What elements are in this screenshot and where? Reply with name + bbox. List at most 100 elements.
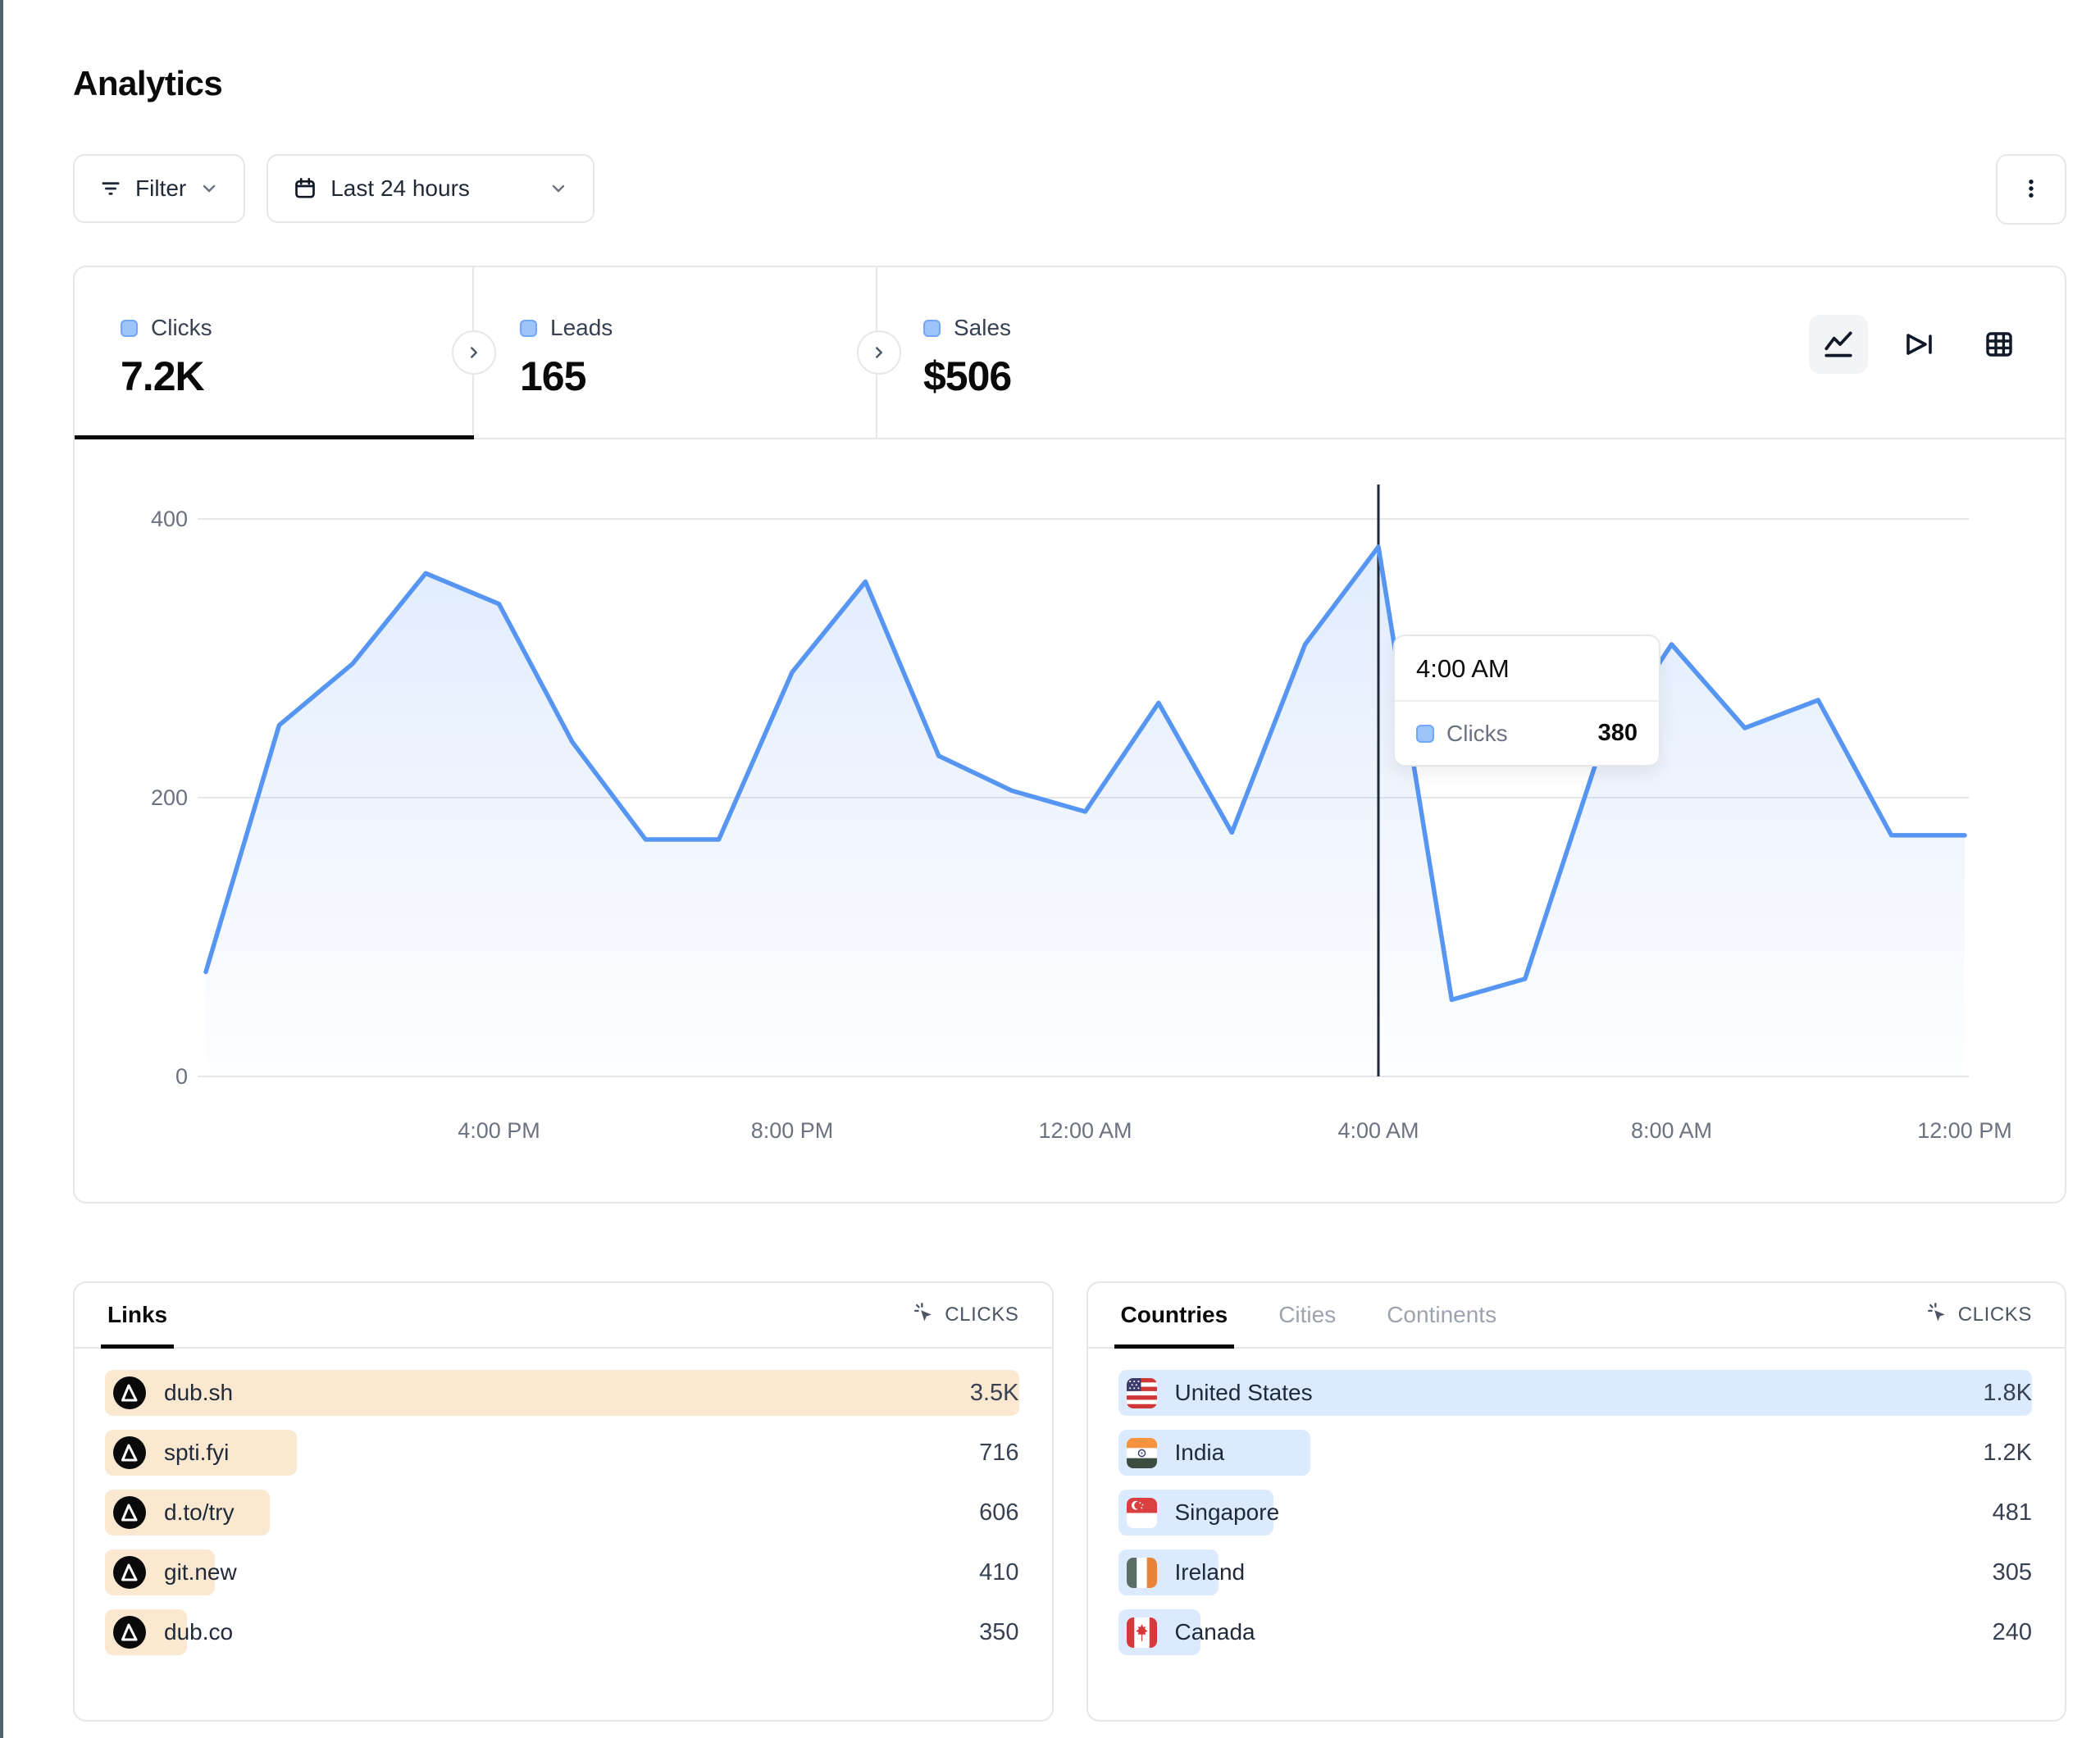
stat-tab-leads[interactable]: Leads 165 xyxy=(474,267,877,438)
cursor-click-icon xyxy=(1925,1301,1948,1330)
stat-value: 165 xyxy=(520,353,586,399)
stat-value: $506 xyxy=(923,353,1012,399)
clicks-legend-swatch xyxy=(1416,724,1434,743)
filter-button[interactable]: Filter xyxy=(73,154,246,223)
row-value: 3.5K xyxy=(969,1379,1019,1406)
dub-favicon xyxy=(113,1556,146,1589)
flag-icon-sg xyxy=(1126,1497,1157,1528)
clicks-series-line xyxy=(203,544,1967,1003)
row-label: git.new xyxy=(164,1559,237,1585)
country-row-united-states[interactable]: United States 1.8K xyxy=(1118,1370,2032,1416)
flag-icon-ca xyxy=(1126,1617,1157,1648)
row-label: spti.fyi xyxy=(164,1440,230,1465)
dub-favicon xyxy=(113,1376,146,1409)
x-axis-label: 12:00 PM xyxy=(1917,1118,2012,1143)
row-label: Ireland xyxy=(1174,1559,1246,1585)
row-value: 481 xyxy=(1992,1499,2032,1526)
flag-icon-us xyxy=(1126,1377,1157,1408)
row-label: Singapore xyxy=(1174,1499,1280,1525)
x-axis-label: 8:00 AM xyxy=(1631,1118,1712,1143)
stat-tab-clicks[interactable]: Clicks 7.2K xyxy=(75,267,474,439)
filter-button-label: Filter xyxy=(135,175,187,201)
links-panel: Links CLICKS dub.sh 3.5K spti.fyi 716 d.to/t… xyxy=(73,1281,1054,1722)
x-axis-label: 12:00 AM xyxy=(1038,1118,1132,1143)
links-metric-label: CLICKS xyxy=(945,1304,1019,1326)
country-row-ireland[interactable]: Ireland 305 xyxy=(1118,1549,2032,1595)
link-row-d-to-try[interactable]: d.to/try 606 xyxy=(105,1490,1019,1536)
countries-metric-selector[interactable]: CLICKS xyxy=(1925,1301,2032,1330)
chart-view-toggles xyxy=(1809,315,2029,374)
area-chart-canvas[interactable]: 400 200 0 4:00 PM 8:00 PM 12:00 AM 4:00 AM 8:00… xyxy=(75,439,2066,1202)
cursor-click-icon xyxy=(912,1301,935,1330)
tooltip-series-label: Clicks xyxy=(1446,720,1508,746)
row-value: 240 xyxy=(1992,1618,2032,1645)
countries-tab-cities[interactable]: Cities xyxy=(1278,1302,1337,1327)
legend-swatch xyxy=(121,319,138,337)
stat-tab-sales[interactable]: Sales $506 xyxy=(877,267,2065,438)
funnel-view-button[interactable] xyxy=(1889,315,1948,374)
clicks-timeseries-chart[interactable]: 400 200 0 4:00 PM 8:00 PM 12:00 AM 4:00 AM 8:00… xyxy=(75,439,2065,1202)
row-label: d.to/try xyxy=(164,1499,235,1525)
row-value: 305 xyxy=(1992,1558,2032,1586)
link-row-spti-fyi[interactable]: spti.fyi 716 xyxy=(105,1430,1019,1476)
row-value: 606 xyxy=(979,1499,1019,1526)
stats-tabs: Clicks 7.2K Leads 165 Sales $506 xyxy=(75,267,2065,439)
value-bar xyxy=(105,1370,1019,1416)
stat-label: Leads xyxy=(550,315,613,340)
chevron-down-icon xyxy=(199,179,219,198)
dub-favicon xyxy=(113,1436,146,1469)
countries-tab-continents[interactable]: Continents xyxy=(1387,1302,1497,1327)
more-options-button[interactable] xyxy=(1996,154,2066,225)
legend-swatch xyxy=(923,319,941,337)
links-metric-selector[interactable]: CLICKS xyxy=(912,1301,1018,1330)
y-axis-label: 0 xyxy=(175,1064,188,1089)
countries-panel: Countries Cities Continents CLICKS United … xyxy=(1086,1281,2066,1722)
stat-label: Sales xyxy=(954,315,1012,340)
toolbar: Filter Last 24 hours xyxy=(73,154,2066,225)
links-panel-header: Links CLICKS xyxy=(75,1283,1052,1349)
line-chart-view-button[interactable] xyxy=(1809,315,1868,374)
x-axis-label: 4:00 AM xyxy=(1337,1118,1419,1143)
y-axis-label: 200 xyxy=(151,785,188,810)
country-row-singapore[interactable]: Singapore 481 xyxy=(1118,1490,2032,1536)
row-label: dub.sh xyxy=(164,1380,234,1405)
analytics-chart-card: Clicks 7.2K Leads 165 Sales $506 xyxy=(73,266,2066,1203)
value-bar xyxy=(1118,1370,2032,1416)
countries-metric-label: CLICKS xyxy=(1957,1304,2032,1326)
row-value: 1.2K xyxy=(1983,1439,2032,1466)
dub-favicon xyxy=(113,1496,146,1529)
calendar-icon xyxy=(293,176,317,201)
table-view-button[interactable] xyxy=(1970,315,2029,374)
expand-clicks-button[interactable] xyxy=(452,330,496,375)
country-row-india[interactable]: India 1.2K xyxy=(1118,1430,2032,1476)
legend-swatch xyxy=(520,319,537,337)
row-value: 410 xyxy=(979,1558,1019,1586)
row-label: dub.co xyxy=(164,1619,234,1645)
row-label: United States xyxy=(1174,1380,1313,1405)
date-range-button[interactable]: Last 24 hours xyxy=(266,154,595,223)
links-tab-links[interactable]: Links xyxy=(100,1283,175,1349)
tooltip-series-row: Clicks 380 xyxy=(1395,702,1659,765)
date-range-label: Last 24 hours xyxy=(330,175,470,201)
link-row-dub-sh[interactable]: dub.sh 3.5K xyxy=(105,1370,1019,1416)
link-row-dub-co[interactable]: dub.co 350 xyxy=(105,1609,1019,1655)
row-label: Canada xyxy=(1174,1619,1255,1645)
row-label: India xyxy=(1174,1440,1225,1465)
x-axis-label: 8:00 PM xyxy=(751,1118,834,1143)
tooltip-time-label: 4:00 AM xyxy=(1395,636,1659,702)
analytics-page: Analytics Filter xyxy=(3,0,2100,1722)
country-row-canada[interactable]: Canada 240 xyxy=(1118,1609,2032,1655)
link-row-git-new[interactable]: git.new 410 xyxy=(105,1549,1019,1595)
tooltip-series-value: 380 xyxy=(1597,720,1638,746)
row-value: 716 xyxy=(979,1439,1019,1466)
flag-icon-ie xyxy=(1126,1557,1157,1588)
expand-leads-button[interactable] xyxy=(857,330,901,375)
stat-value: 7.2K xyxy=(121,353,205,399)
kebab-menu-icon xyxy=(2019,176,2043,203)
countries-panel-header: Countries Cities Continents CLICKS xyxy=(1087,1283,2065,1349)
row-value: 350 xyxy=(979,1618,1019,1645)
flag-icon-in xyxy=(1126,1437,1157,1468)
chevron-down-icon xyxy=(549,179,568,198)
page-title: Analytics xyxy=(73,64,223,102)
countries-tab-countries[interactable]: Countries xyxy=(1114,1283,1234,1349)
